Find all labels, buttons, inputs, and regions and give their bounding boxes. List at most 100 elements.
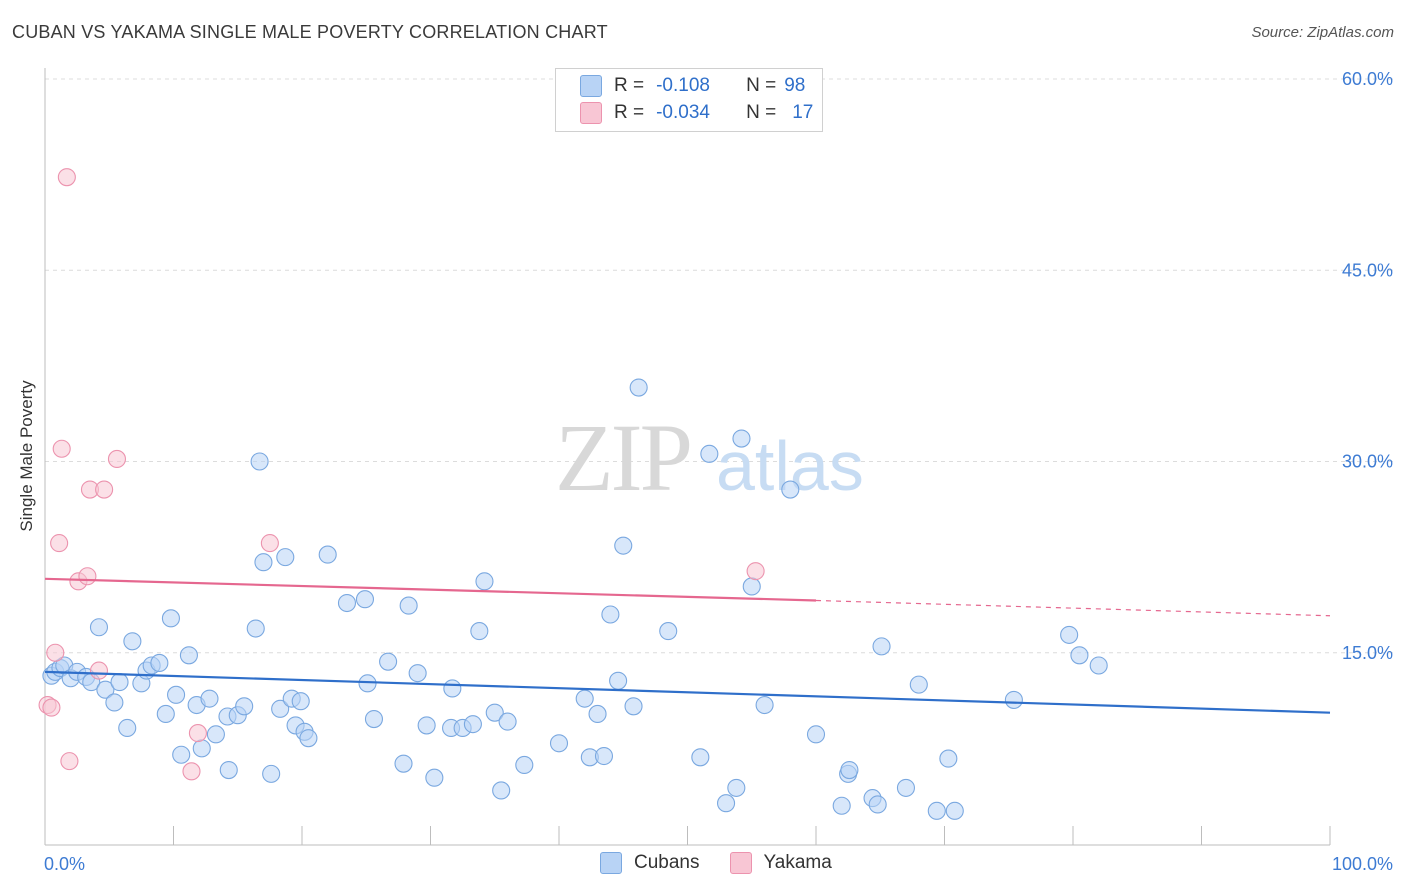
data-point xyxy=(840,760,859,780)
y-tick-label: 15.0% xyxy=(1342,643,1393,663)
data-point xyxy=(60,752,79,771)
n-label: N = xyxy=(746,102,777,123)
data-point xyxy=(260,534,279,553)
data-point xyxy=(182,762,201,781)
data-point xyxy=(498,712,517,731)
data-point xyxy=(781,480,800,499)
data-point xyxy=(364,709,384,729)
data-point xyxy=(909,675,928,694)
correlation-legend: R = -0.108 N = 98 R = -0.034 N = 17 xyxy=(555,68,823,132)
data-point xyxy=(659,622,678,641)
data-point xyxy=(172,745,191,764)
data-point xyxy=(161,609,180,628)
yakama-swatch xyxy=(729,852,752,874)
data-point xyxy=(463,715,482,734)
data-point xyxy=(732,429,751,448)
data-point xyxy=(50,534,69,553)
data-point xyxy=(150,653,169,673)
data-point xyxy=(318,545,337,564)
data-point xyxy=(896,778,916,797)
data-point xyxy=(118,718,137,738)
trend-lines xyxy=(44,577,1331,714)
data-point xyxy=(96,680,115,699)
data-point xyxy=(254,553,273,572)
data-point xyxy=(1004,690,1023,709)
data-point xyxy=(200,689,219,708)
data-point xyxy=(276,548,295,567)
data-point xyxy=(515,755,534,775)
data-point xyxy=(614,536,633,555)
yakama-trend-line xyxy=(44,577,817,602)
y-tick-label: 60.0% xyxy=(1342,69,1393,89)
data-point xyxy=(57,168,76,187)
yakama-trend-extension xyxy=(815,599,1331,617)
n-label: N = xyxy=(746,75,777,96)
data-point xyxy=(470,622,489,641)
data-point xyxy=(755,695,774,715)
data-point xyxy=(425,768,444,787)
data-point xyxy=(575,689,594,708)
data-point xyxy=(609,671,628,690)
data-point xyxy=(206,725,225,744)
data-point xyxy=(700,444,719,463)
data-point xyxy=(379,652,398,671)
data-point xyxy=(156,704,175,724)
data-point xyxy=(716,794,736,813)
legend-label-yakama: Yakama xyxy=(763,852,832,873)
watermark-zip: ZIP xyxy=(555,404,690,511)
data-point xyxy=(89,618,109,637)
source-label: Source: ZipAtlas.com xyxy=(1251,24,1394,41)
series-legend: Cubans Yakama xyxy=(600,852,862,874)
axes xyxy=(44,68,1331,846)
data-point xyxy=(691,748,710,767)
data-point xyxy=(868,795,887,814)
data-point xyxy=(337,593,357,613)
data-point xyxy=(78,567,97,586)
data-point xyxy=(1089,656,1108,675)
data-point xyxy=(110,673,129,692)
data-point xyxy=(588,704,607,724)
data-point xyxy=(549,734,569,753)
data-point xyxy=(219,760,238,780)
tick-labels: 15.0% 30.0% 45.0% 60.0% 0.0% 100.0% xyxy=(44,69,1393,874)
n-value: 98 xyxy=(784,75,806,96)
data-point xyxy=(475,572,494,591)
cubans-trend-line xyxy=(44,670,1331,714)
cubans-swatch xyxy=(600,852,622,874)
x-tick-label: 100.0% xyxy=(1332,854,1393,874)
data-point xyxy=(746,562,765,581)
y-tick-label: 45.0% xyxy=(1342,260,1393,280)
legend-item-cubans[interactable]: Cubans xyxy=(600,852,700,874)
data-point xyxy=(832,796,851,815)
data-point xyxy=(629,378,648,397)
r-value: -0.108 xyxy=(656,75,710,96)
r-value: -0.034 xyxy=(656,102,710,123)
data-point xyxy=(417,716,436,735)
data-point xyxy=(945,801,964,820)
data-point xyxy=(624,697,643,716)
data-point xyxy=(485,703,504,722)
data-point xyxy=(806,725,826,744)
data-point xyxy=(408,664,427,683)
data-point xyxy=(291,692,310,711)
data-point xyxy=(492,781,511,800)
data-point xyxy=(95,480,114,499)
data-point xyxy=(271,699,290,718)
data-point xyxy=(727,778,746,797)
data-point xyxy=(188,724,207,743)
data-point xyxy=(355,590,375,609)
data-point xyxy=(443,679,462,698)
legend-item-yakama[interactable]: Yakama xyxy=(729,852,832,874)
data-point xyxy=(167,685,186,704)
n-value: 17 xyxy=(792,102,814,123)
data-point xyxy=(246,619,265,638)
data-point xyxy=(939,749,958,768)
data-point xyxy=(179,646,198,665)
yakama-points xyxy=(38,168,765,781)
data-point xyxy=(594,746,614,766)
data-point xyxy=(299,729,318,748)
data-point xyxy=(192,739,211,758)
data-point xyxy=(250,452,269,471)
watermark: ZIP atlas xyxy=(555,404,864,511)
